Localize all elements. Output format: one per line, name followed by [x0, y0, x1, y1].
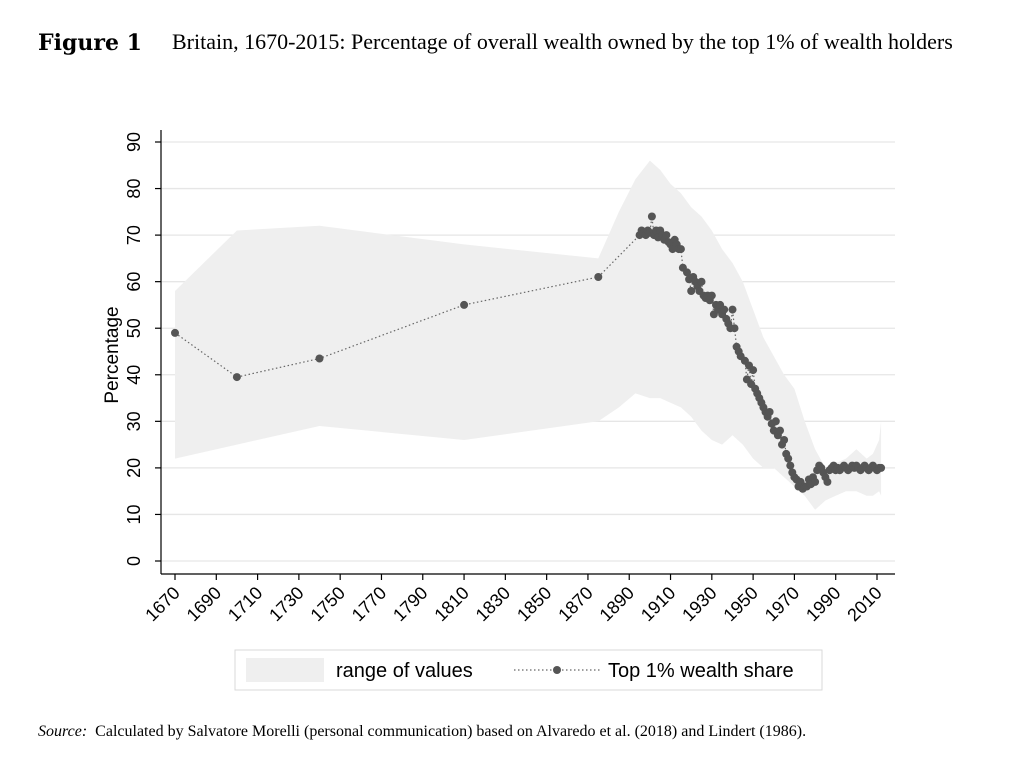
y-tick-label: 20	[124, 458, 144, 478]
y-axis-label: Percentage	[102, 306, 123, 403]
source-text: Calculated by Salvatore Morelli (persona…	[95, 723, 807, 740]
top-1-percent-points	[171, 212, 886, 493]
x-tick-label: 2010	[843, 583, 885, 625]
x-tick-label: 1810	[430, 583, 472, 625]
data-point	[171, 328, 179, 337]
range-of-values-area	[175, 160, 882, 510]
x-tick-label: 1730	[265, 583, 307, 625]
source-label: Source:	[38, 723, 88, 740]
legend-series-label: Top 1% wealth share	[608, 660, 794, 682]
x-tick-label: 1990	[802, 583, 844, 625]
x-tick-label: 1830	[472, 583, 514, 625]
x-tick-label: 1790	[389, 583, 431, 625]
legend-range-swatch	[246, 658, 324, 682]
x-tick-label: 1910	[637, 583, 679, 625]
data-point	[765, 408, 774, 416]
x-tick-label: 1950	[719, 583, 761, 625]
data-point	[647, 212, 656, 221]
x-tick-label: 1850	[513, 583, 555, 625]
x-tick-label: 1710	[224, 583, 266, 625]
figure-title: Britain, 1670-2015: Percentage of overal…	[172, 29, 953, 54]
y-tick-label: 40	[124, 365, 144, 385]
data-point	[683, 268, 691, 277]
y-tick-label: 30	[124, 411, 144, 431]
x-ticks: 1670169017101730175017701790181018301850…	[141, 574, 886, 625]
y-tick-label: 10	[124, 504, 144, 524]
data-point	[720, 305, 729, 314]
legend-box	[234, 649, 823, 691]
data-point	[662, 231, 671, 240]
legend: range of values Top 1% wealth share	[234, 649, 823, 691]
data-point	[771, 417, 780, 426]
x-tick-label: 1890	[596, 583, 638, 625]
x-tick-label: 1670	[141, 583, 183, 625]
data-point	[786, 461, 795, 470]
x-tick-label: 1770	[348, 583, 390, 625]
y-tick-label: 50	[124, 318, 144, 338]
y-tick-label: 90	[124, 132, 144, 152]
data-point	[784, 454, 793, 463]
x-tick-label: 1870	[554, 583, 596, 625]
x-tick-label: 1970	[761, 583, 803, 625]
data-point	[232, 373, 241, 382]
y-tick-label: 70	[124, 225, 144, 245]
data-point	[687, 287, 696, 295]
data-point	[776, 426, 784, 435]
figure-label: Figure 1	[38, 30, 142, 56]
data-point	[460, 300, 469, 309]
data-point	[823, 477, 832, 486]
y-tick-label: 80	[124, 179, 144, 199]
y-tick-label: 60	[124, 272, 144, 292]
data-point	[315, 354, 324, 363]
x-tick-label: 1690	[183, 583, 225, 625]
y-ticks: 0 10 20 30 40 50 60 70 80 90	[124, 132, 161, 566]
data-point	[749, 366, 758, 375]
data-point	[728, 305, 737, 314]
data-point	[697, 277, 706, 286]
legend-marker	[553, 666, 561, 674]
axes	[160, 130, 895, 575]
source-note: Source: Calculated by Salvatore Morelli (…	[38, 723, 806, 741]
data-point	[730, 324, 739, 333]
x-tick-label: 1930	[678, 583, 720, 625]
x-tick-label: 1750	[307, 583, 349, 625]
data-point	[594, 273, 603, 281]
data-point	[811, 477, 820, 486]
legend-range-label: range of values	[336, 660, 473, 682]
data-point	[707, 291, 716, 300]
data-point	[676, 245, 685, 254]
data-point	[877, 463, 886, 472]
y-tick-label: 0	[124, 556, 144, 566]
data-point	[780, 436, 789, 444]
